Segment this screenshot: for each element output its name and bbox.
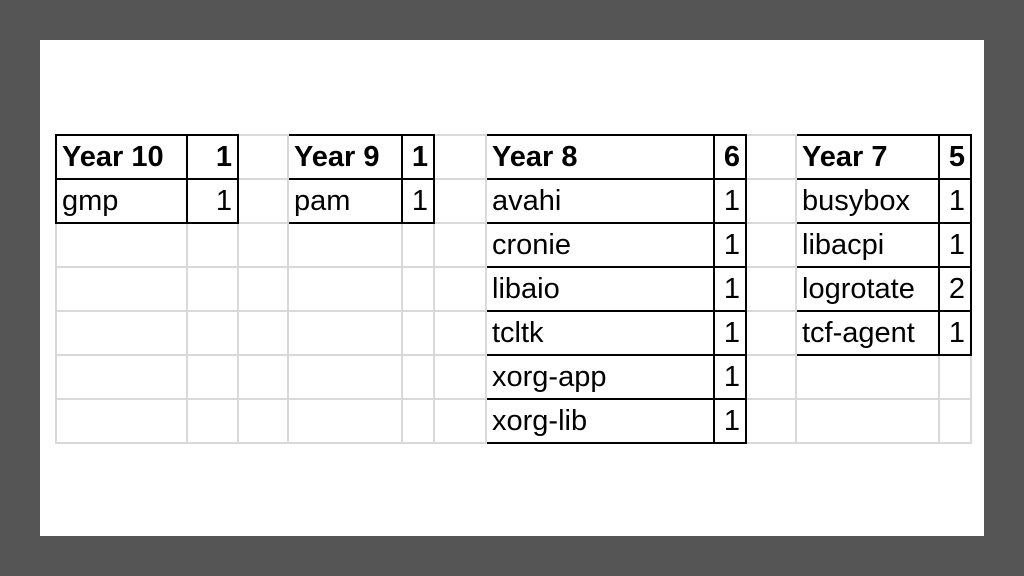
year-8-header: Year 8	[485, 134, 715, 180]
package-name: busybox	[795, 178, 940, 224]
package-name: xorg-app	[485, 354, 715, 400]
empty-cell	[745, 222, 797, 268]
empty-cell	[401, 310, 435, 356]
empty-cell	[745, 178, 797, 224]
empty-cell	[401, 354, 435, 400]
empty-cell	[186, 310, 239, 356]
package-count: 1	[713, 398, 747, 444]
package-name: pam	[287, 178, 403, 224]
package-count: 1	[938, 178, 972, 224]
table-row: gmp 1 pam 1 avahi 1 busybox 1	[55, 178, 972, 224]
package-name: xorg-lib	[485, 398, 715, 444]
spreadsheet-table: Year 10 1 Year 9 1 Year 8 6 Year 7 5 gmp…	[55, 134, 972, 444]
empty-cell	[287, 222, 403, 268]
package-count: 1	[186, 178, 239, 224]
package-count: 1	[713, 354, 747, 400]
package-name: tcf-agent	[795, 310, 940, 356]
empty-cell	[237, 310, 289, 356]
empty-cell	[55, 354, 188, 400]
empty-cell	[401, 222, 435, 268]
year-10-header: Year 10	[55, 134, 188, 180]
package-count: 1	[713, 178, 747, 224]
empty-cell	[401, 398, 435, 444]
year-10-total: 1	[186, 134, 239, 180]
package-count: 1	[938, 222, 972, 268]
empty-cell	[287, 398, 403, 444]
empty-cell	[186, 266, 239, 312]
package-count: 1	[938, 310, 972, 356]
empty-cell	[433, 354, 487, 400]
year-9-total: 1	[401, 134, 435, 180]
table-row-header: Year 10 1 Year 9 1 Year 8 6 Year 7 5	[55, 134, 972, 180]
slide-canvas: Year 10 1 Year 9 1 Year 8 6 Year 7 5 gmp…	[40, 40, 984, 536]
empty-cell	[237, 354, 289, 400]
package-name: gmp	[55, 178, 188, 224]
empty-cell	[745, 354, 797, 400]
empty-cell	[433, 222, 487, 268]
empty-cell	[237, 266, 289, 312]
empty-cell	[186, 354, 239, 400]
package-count: 1	[713, 310, 747, 356]
empty-cell	[745, 398, 797, 444]
empty-cell	[795, 398, 940, 444]
empty-cell	[237, 398, 289, 444]
year-7-total: 5	[938, 134, 972, 180]
empty-cell	[186, 398, 239, 444]
package-name: tcltk	[485, 310, 715, 356]
empty-cell	[433, 398, 487, 444]
table-row: libaio 1 logrotate 2	[55, 266, 972, 312]
package-name: libaio	[485, 266, 715, 312]
empty-cell	[938, 354, 972, 400]
empty-cell	[237, 178, 289, 224]
empty-cell	[55, 266, 188, 312]
empty-cell	[745, 310, 797, 356]
table-row: xorg-app 1	[55, 354, 972, 400]
empty-cell	[186, 222, 239, 268]
table-row: tcltk 1 tcf-agent 1	[55, 310, 972, 356]
empty-cell	[237, 134, 289, 180]
package-name: libacpi	[795, 222, 940, 268]
empty-cell	[745, 134, 797, 180]
year-7-header: Year 7	[795, 134, 940, 180]
empty-cell	[401, 266, 435, 312]
empty-cell	[795, 354, 940, 400]
year-9-header: Year 9	[287, 134, 403, 180]
table-row: cronie 1 libacpi 1	[55, 222, 972, 268]
package-count: 1	[713, 222, 747, 268]
package-count: 1	[401, 178, 435, 224]
empty-cell	[287, 354, 403, 400]
package-name: logrotate	[795, 266, 940, 312]
empty-cell	[433, 266, 487, 312]
year-8-total: 6	[713, 134, 747, 180]
empty-cell	[745, 266, 797, 312]
empty-cell	[433, 134, 487, 180]
package-count: 1	[713, 266, 747, 312]
empty-cell	[938, 398, 972, 444]
empty-cell	[55, 222, 188, 268]
empty-cell	[237, 222, 289, 268]
package-name: avahi	[485, 178, 715, 224]
package-count: 2	[938, 266, 972, 312]
empty-cell	[287, 310, 403, 356]
empty-cell	[55, 398, 188, 444]
empty-cell	[433, 310, 487, 356]
empty-cell	[55, 310, 188, 356]
empty-cell	[433, 178, 487, 224]
table-row: xorg-lib 1	[55, 398, 972, 444]
empty-cell	[287, 266, 403, 312]
package-name: cronie	[485, 222, 715, 268]
